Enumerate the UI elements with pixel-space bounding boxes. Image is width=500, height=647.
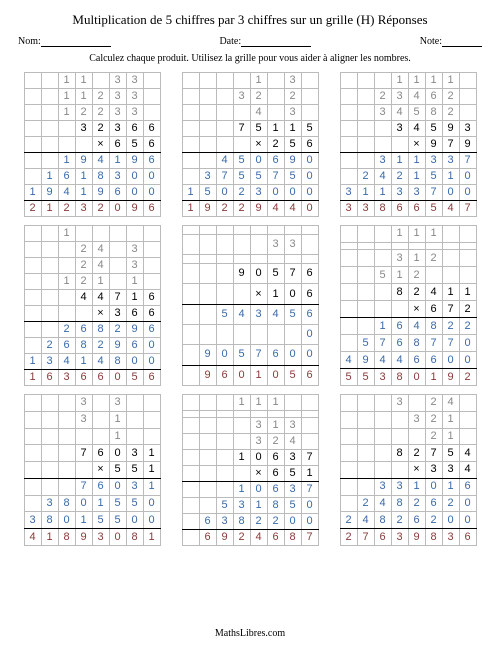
mult-grid: 1243243121144716×36626829626829601341480… bbox=[24, 225, 161, 386]
mult-grid: 11131332410637×6511063753185063822006924… bbox=[182, 394, 319, 546]
header-fields: Nom: Date: Note: bbox=[18, 36, 482, 47]
problems-grid: 1133112331223332366×65619419616183001941… bbox=[18, 72, 482, 546]
date-line bbox=[241, 37, 311, 47]
mult-grid: 1111234623458234593×97931133724215103113… bbox=[340, 72, 477, 217]
date-label: Date: bbox=[219, 36, 241, 47]
note-label: Note: bbox=[420, 36, 442, 47]
mult-grid: 133224375115×256450690375575015023000192… bbox=[182, 72, 319, 217]
mult-grid: 1133112331223332366×65619419616183001941… bbox=[24, 72, 161, 217]
page-title: Multiplication de 5 chiffres par 3 chiff… bbox=[18, 12, 482, 28]
footer-text: MathsLibres.com bbox=[0, 628, 500, 639]
mult-grid: 3331176031×55176031380155038015500418930… bbox=[24, 394, 161, 546]
mult-grid: 3390576×106543456090576009601056 bbox=[182, 225, 319, 386]
nom-label: Nom: bbox=[18, 36, 41, 47]
mult-grid: 11131251282411×6721648225768770494466005… bbox=[340, 225, 477, 386]
note-line bbox=[442, 37, 482, 47]
nom-line bbox=[41, 37, 111, 47]
instruction: Calculez chaque produit. Utilisez la gri… bbox=[18, 53, 482, 64]
mult-grid: 3243212182754×33433101624826202482620027… bbox=[340, 394, 477, 546]
